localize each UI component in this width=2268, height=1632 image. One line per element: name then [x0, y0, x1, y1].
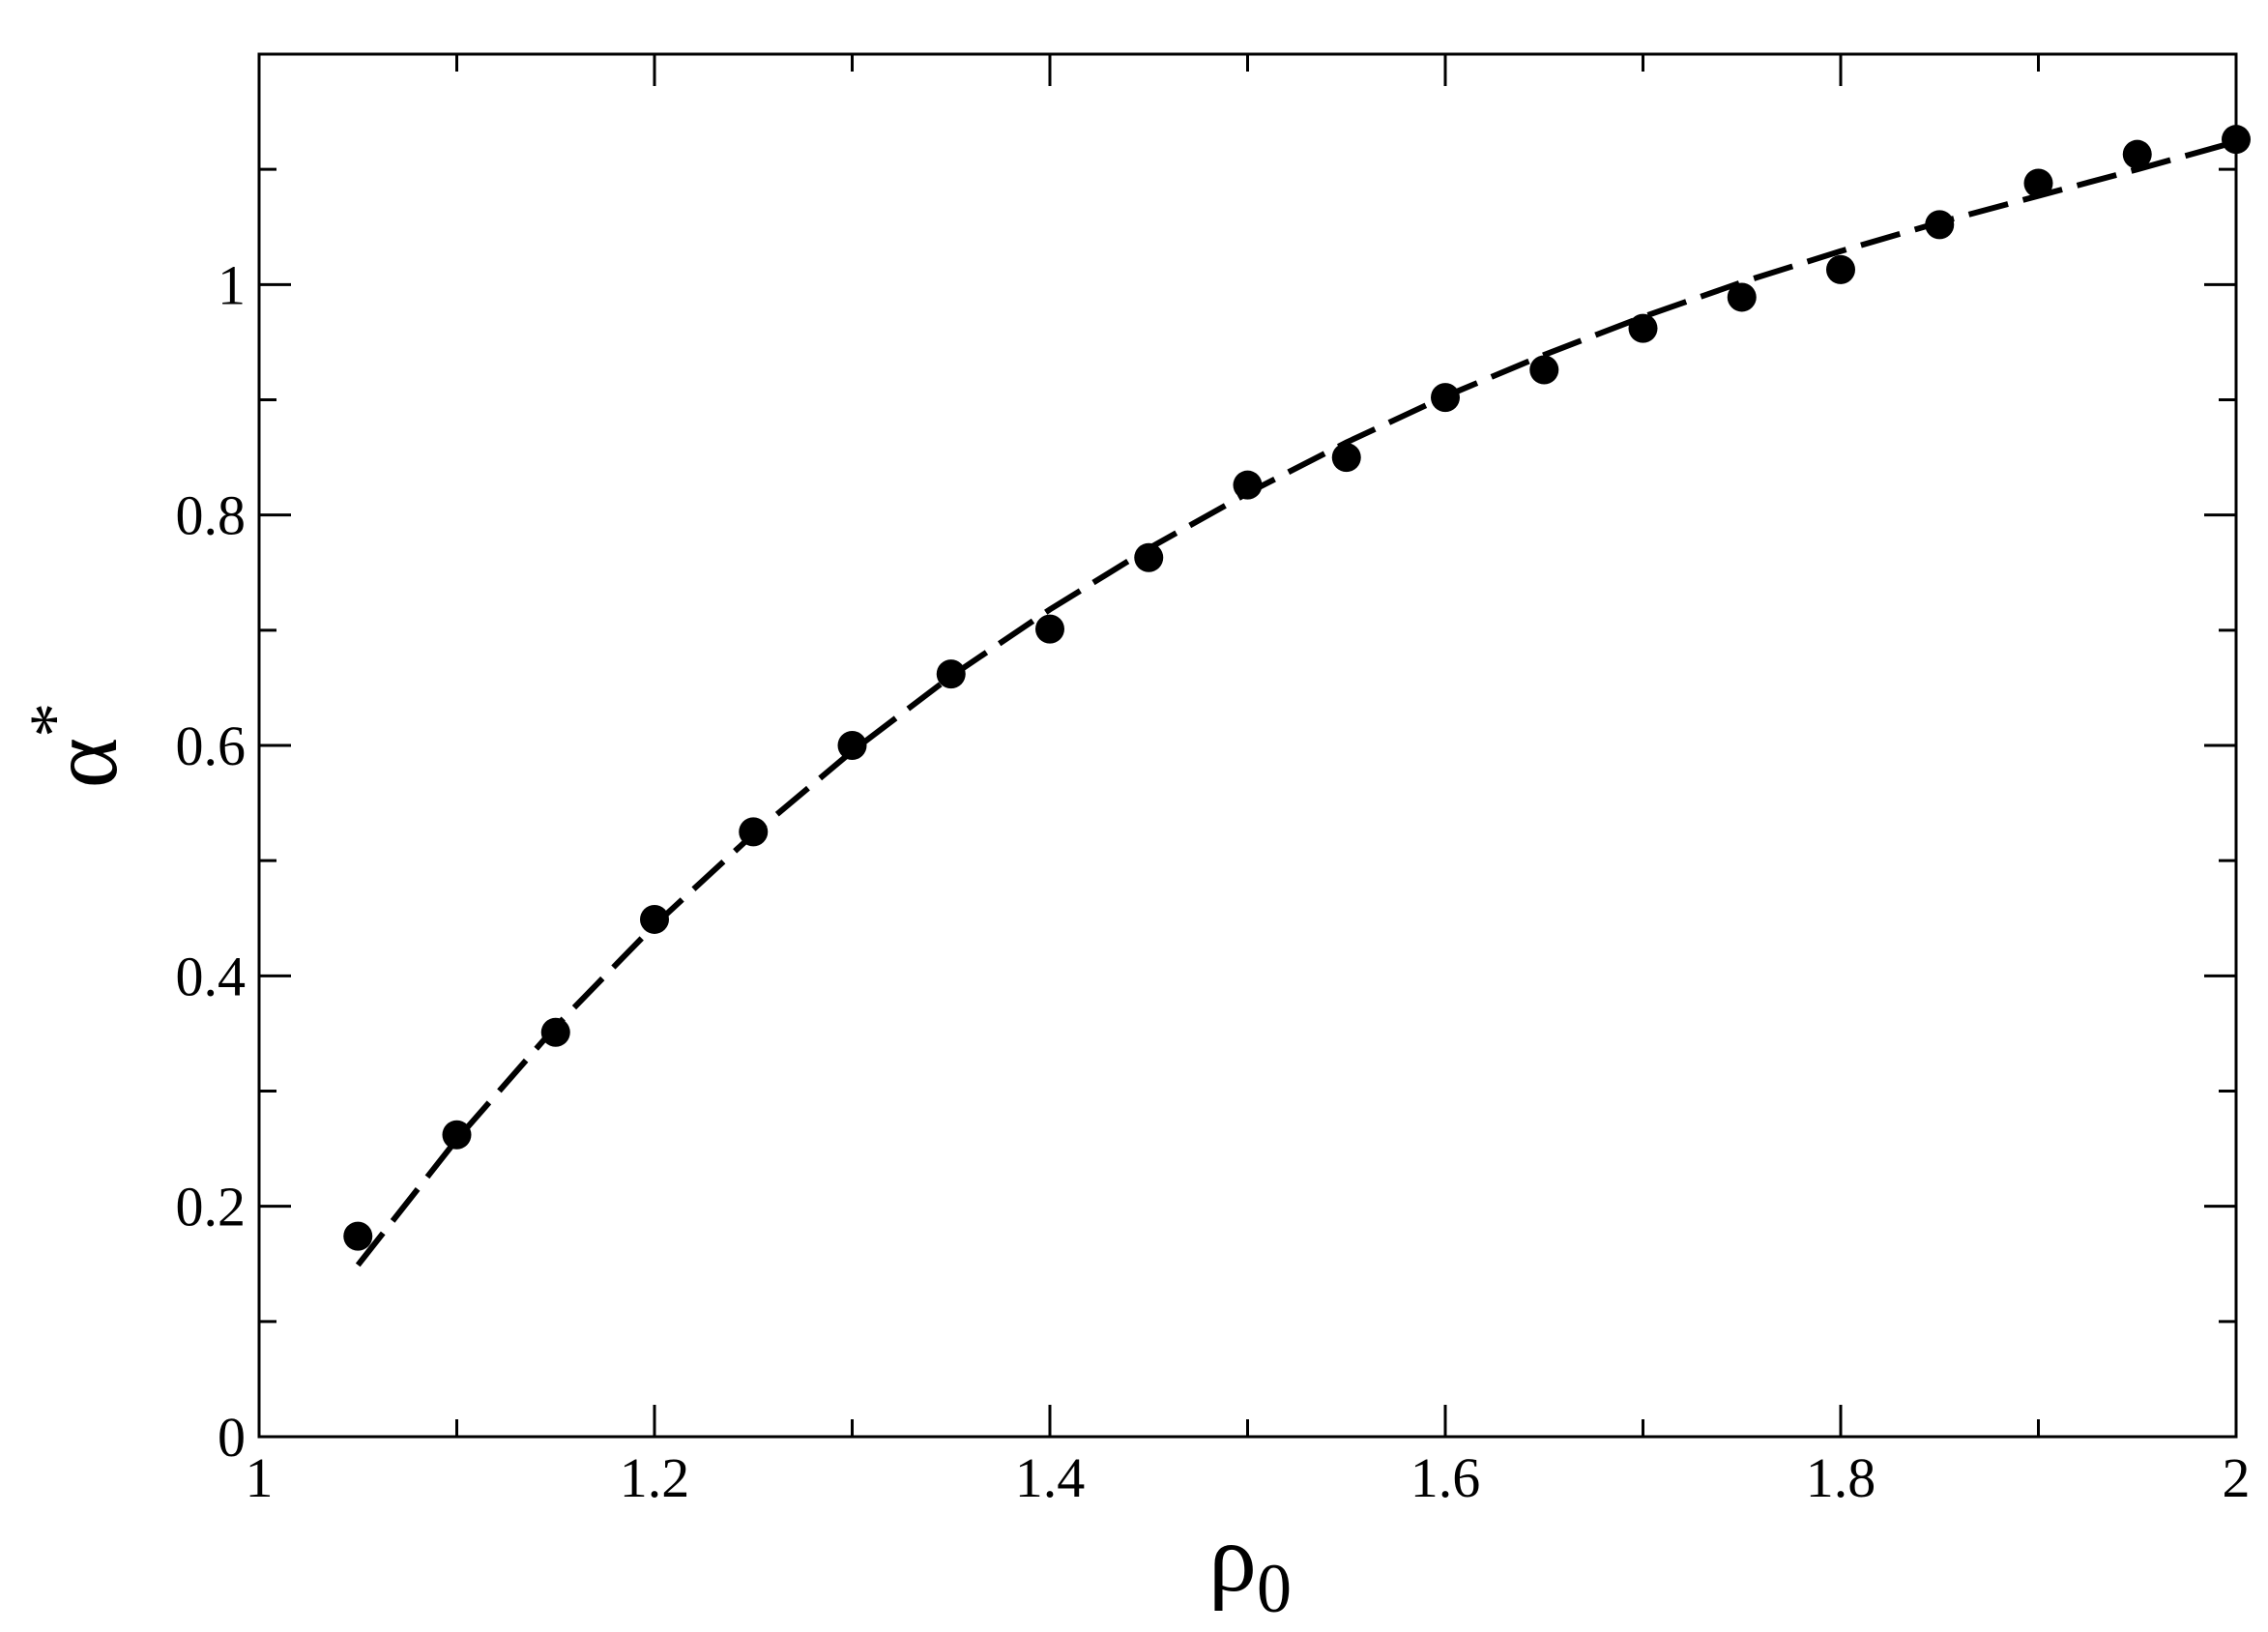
data-point — [1035, 614, 1064, 644]
data-point — [1529, 355, 1559, 385]
x-label-main: ρ — [1208, 1504, 1257, 1612]
data-point — [1628, 313, 1658, 343]
x-tick-label: 1.6 — [1410, 1446, 1481, 1509]
y-tick-label: 1 — [218, 253, 246, 316]
x-tick-label: 1.4 — [1015, 1446, 1086, 1509]
x-tick-label: 1.8 — [1806, 1446, 1876, 1509]
y-axis-label-group: α* — [15, 703, 137, 788]
y-tick-label: 0.8 — [176, 484, 247, 547]
y-tick-label: 0 — [218, 1406, 246, 1469]
data-point — [837, 731, 867, 760]
data-point — [1727, 282, 1757, 312]
data-point — [1826, 254, 1855, 284]
fit-line — [355, 138, 2237, 1268]
y-label-sup: * — [15, 703, 93, 738]
plot-frame — [257, 52, 2238, 1439]
data-point — [2222, 125, 2251, 155]
x-tick-label: 1 — [246, 1446, 274, 1509]
x-tick-label: 2 — [2223, 1446, 2251, 1509]
data-point — [936, 659, 966, 689]
data-point — [1331, 443, 1361, 473]
y-tick-label: 0.2 — [176, 1176, 247, 1239]
x-tick-label: 1.2 — [620, 1446, 690, 1509]
data-point — [540, 1017, 570, 1047]
x-axis-label: ρ0 — [1208, 1504, 1292, 1627]
data-point — [2023, 168, 2053, 198]
y-label-main: α — [30, 738, 137, 788]
x-label-sub: 0 — [1257, 1550, 1292, 1627]
data-point — [343, 1221, 373, 1251]
y-axis-label: α* — [15, 703, 137, 788]
data-point — [2122, 139, 2152, 169]
y-tick-label: 0.6 — [176, 714, 247, 777]
y-tick-label: 0.4 — [176, 945, 247, 1007]
data-point — [640, 904, 669, 934]
